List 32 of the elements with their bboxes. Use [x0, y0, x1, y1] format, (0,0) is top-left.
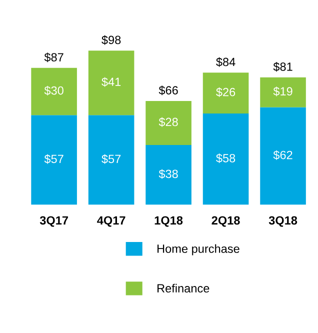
data-label: $28 [158, 117, 178, 127]
total-label: $81 [273, 62, 292, 72]
bar [260, 107, 306, 205]
bar [31, 115, 77, 205]
legend-label: Home purchase [158, 244, 240, 256]
bar [202, 114, 249, 205]
bar [31, 68, 77, 116]
data-label: $57 [44, 154, 64, 164]
x-tick-label: 4Q17 [97, 216, 126, 227]
data-label: $26 [216, 87, 236, 97]
data-label: $30 [44, 86, 64, 96]
bar [88, 115, 134, 205]
x-tick-label: 3Q17 [40, 216, 68, 227]
data-label: $57 [102, 154, 121, 164]
bar [260, 77, 306, 108]
bar [202, 72, 249, 114]
total-label: $84 [216, 57, 236, 67]
x-tick-label: 1Q18 [154, 216, 183, 227]
x-tick-label: 2Q18 [212, 216, 240, 227]
data-label: $38 [158, 169, 178, 179]
data-label: $58 [216, 153, 236, 164]
x-tick-label: 3Q18 [268, 216, 298, 227]
data-label: $62 [273, 150, 292, 160]
total-label: $66 [158, 86, 178, 96]
data-label: $19 [273, 86, 292, 96]
bar [146, 145, 192, 205]
total-label: $98 [102, 35, 121, 45]
total-label: $87 [44, 52, 64, 62]
legend-label: Refinance [158, 284, 210, 293]
bar [88, 50, 134, 116]
bar [146, 100, 192, 146]
data-label: $41 [102, 77, 121, 87]
